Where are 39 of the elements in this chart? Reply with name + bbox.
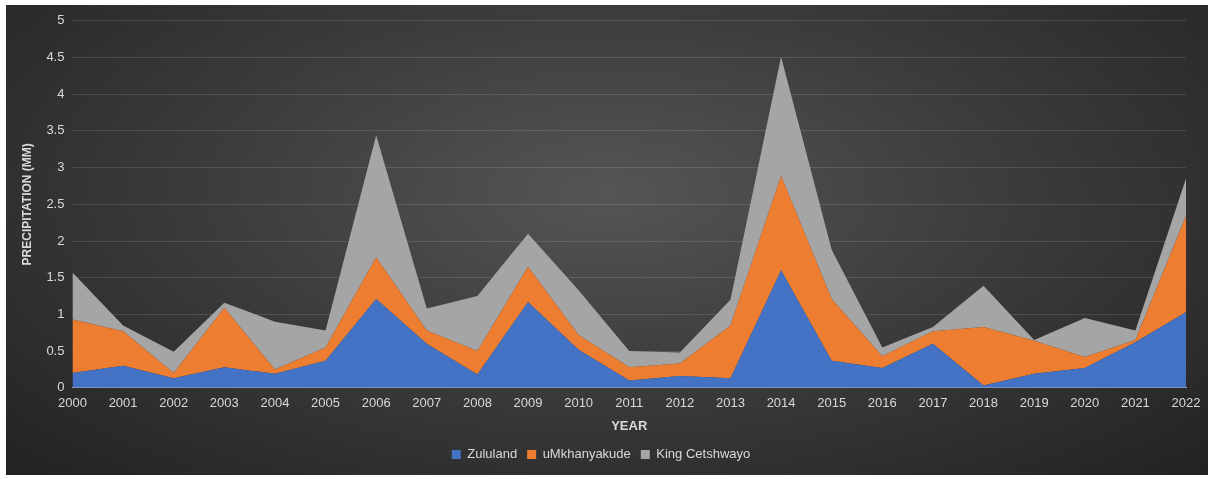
legend-label: Zululand xyxy=(467,446,518,462)
x-axis-title: YEAR xyxy=(611,417,648,433)
y-tick-label: 5 xyxy=(57,12,65,28)
y-tick-label: 2.5 xyxy=(46,195,65,211)
x-tick-label: 2015 xyxy=(817,395,847,411)
y-tick-label: 4.5 xyxy=(46,49,65,65)
x-tick-label: 2009 xyxy=(513,395,543,411)
x-tick-label: 2002 xyxy=(159,395,189,411)
x-tick-label: 2000 xyxy=(58,395,87,411)
x-tick-label: 2013 xyxy=(716,395,745,411)
x-tick-label: 2016 xyxy=(867,395,897,411)
x-tick-label: 2001 xyxy=(108,395,138,411)
legend-label: uMkhanyakude xyxy=(542,446,631,462)
x-tick-label: 2007 xyxy=(412,395,442,411)
y-tick-label: 0 xyxy=(57,379,65,395)
x-tick-label: 2012 xyxy=(665,395,695,411)
y-tick-label: 1.5 xyxy=(46,269,65,285)
y-tick-label: 1 xyxy=(57,305,65,321)
x-tick-label: 2018 xyxy=(969,395,998,411)
x-tick-label: 2011 xyxy=(615,395,644,411)
x-tick-label: 2014 xyxy=(766,395,796,411)
y-tick-label: 4 xyxy=(57,85,65,101)
legend-label: King Cetshwayo xyxy=(656,446,751,462)
x-tick-label: 2006 xyxy=(361,395,391,411)
x-tick-label: 2004 xyxy=(260,395,290,411)
x-tick-label: 2008 xyxy=(462,395,492,411)
x-tick-label: 2003 xyxy=(209,395,239,411)
y-tick-label: 3 xyxy=(57,159,65,175)
x-tick-label: 2021 xyxy=(1120,395,1150,411)
x-tick-label: 2020 xyxy=(1070,395,1100,411)
y-tick-label: 2 xyxy=(57,232,65,248)
y-tick-label: 3.5 xyxy=(46,122,65,138)
x-tick-label: 2010 xyxy=(564,395,594,411)
x-tick-label: 2022 xyxy=(1171,395,1201,411)
x-tick-label: 2019 xyxy=(1019,395,1049,411)
x-tick-label: 2017 xyxy=(918,395,948,411)
y-tick-label: 0.5 xyxy=(46,342,65,358)
x-tick-label: 2005 xyxy=(311,395,341,411)
y-axis-title: PRECIPITATION (MM) xyxy=(19,143,34,266)
